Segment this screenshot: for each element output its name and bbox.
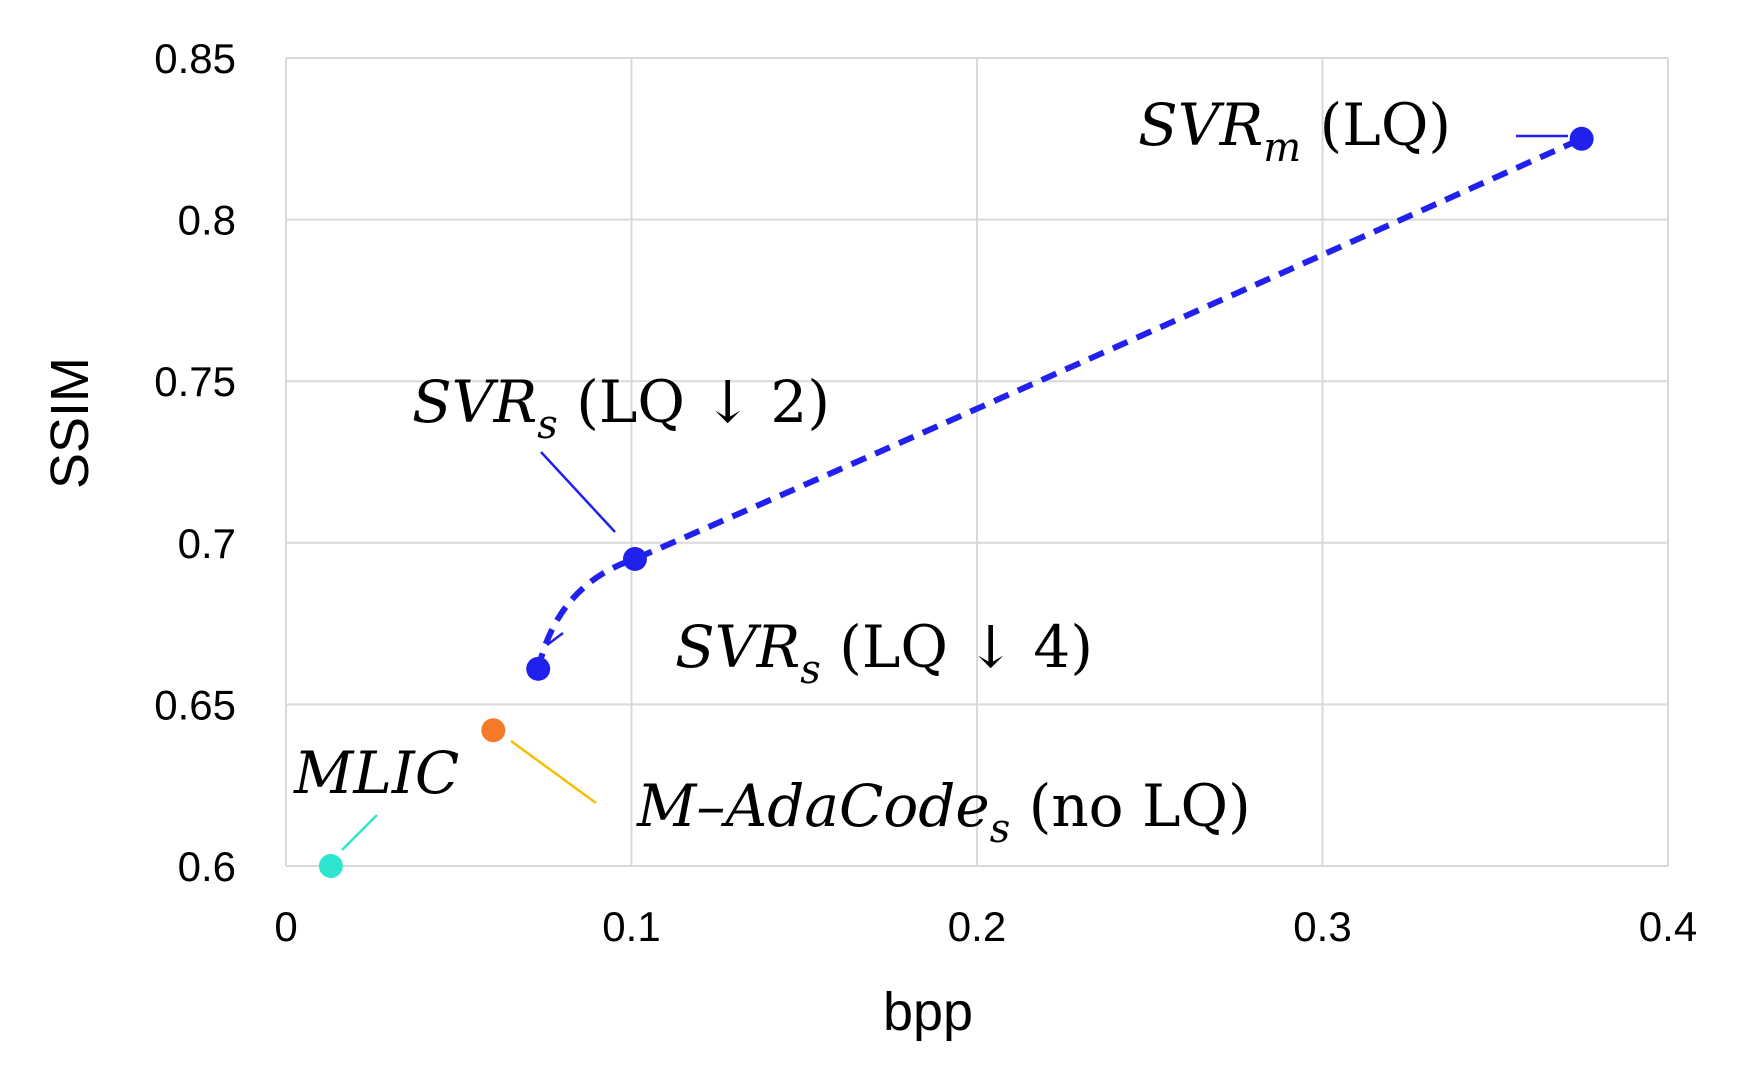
grid	[285, 57, 1669, 867]
annotation-suffix: (LQ)	[1301, 91, 1451, 159]
annotation-name: SVR	[675, 613, 800, 681]
y-axis-title: SSIM	[40, 357, 100, 489]
data-point	[318, 854, 343, 878]
data-point	[481, 718, 506, 743]
annotation-mlic: MLIC	[293, 739, 459, 807]
annotation-leader-line	[540, 451, 616, 533]
y-tick-label: 0.75	[154, 358, 236, 405]
annotation-name: SVR	[1138, 91, 1263, 159]
annotation-svr-m-lq: SVRm (LQ)	[1138, 91, 1451, 171]
data-point	[526, 656, 551, 681]
y-axis-ticks: 0.6 0.65 0.7 0.75 0.8 0.85	[154, 35, 236, 890]
x-tick-label: 0.2	[948, 903, 1006, 950]
annotation-subscript: s	[800, 647, 821, 693]
y-tick-label: 0.8	[178, 197, 236, 244]
annotation-svr-s-lq-down4: SVRs (LQ ↓ 4)	[675, 613, 1093, 693]
annotation-subscript: s	[537, 402, 558, 448]
x-tick-label: 0.4	[1639, 903, 1697, 950]
y-tick-label: 0.65	[154, 681, 236, 728]
y-tick-label: 0.85	[154, 35, 236, 82]
annotation-leader-line	[546, 632, 564, 646]
y-tick-label: 0.6	[178, 843, 236, 890]
annotation-name: M–AdaCode	[636, 772, 990, 840]
annotation-suffix: (LQ ↓ 2)	[558, 368, 830, 436]
annotation-subscript: m	[1263, 125, 1301, 171]
annotation-svr-s-lq-down2: SVRs (LQ ↓ 2)	[412, 368, 830, 448]
x-axis-title: bpp	[883, 982, 973, 1042]
x-axis-ticks: 0 0.1 0.2 0.3 0.4	[274, 903, 1697, 950]
annotations: SVRs (LQ ↓ 4)SVRs (LQ ↓ 2)SVRm (LQ)M–Ada…	[293, 91, 1568, 852]
annotation-suffix: (no LQ)	[1010, 772, 1250, 840]
x-tick-label: 0.3	[1293, 903, 1351, 950]
data-series	[318, 126, 1594, 878]
annotation-m-adacode: M–AdaCodes (no LQ)	[636, 772, 1251, 852]
annotation-suffix: (LQ ↓ 4)	[821, 613, 1093, 681]
x-tick-label: 0.1	[602, 903, 660, 950]
annotation-leader-line	[341, 814, 378, 851]
annotation-subscript: s	[990, 806, 1011, 852]
y-tick-label: 0.7	[178, 520, 236, 567]
data-point	[622, 546, 647, 571]
annotation-leader-line	[510, 739, 597, 805]
x-tick-label: 0	[274, 903, 297, 950]
svr-dashed-line	[535, 136, 1583, 670]
annotation-name: SVR	[412, 368, 537, 436]
annotation-name: MLIC	[293, 739, 459, 807]
data-point	[1569, 126, 1594, 151]
